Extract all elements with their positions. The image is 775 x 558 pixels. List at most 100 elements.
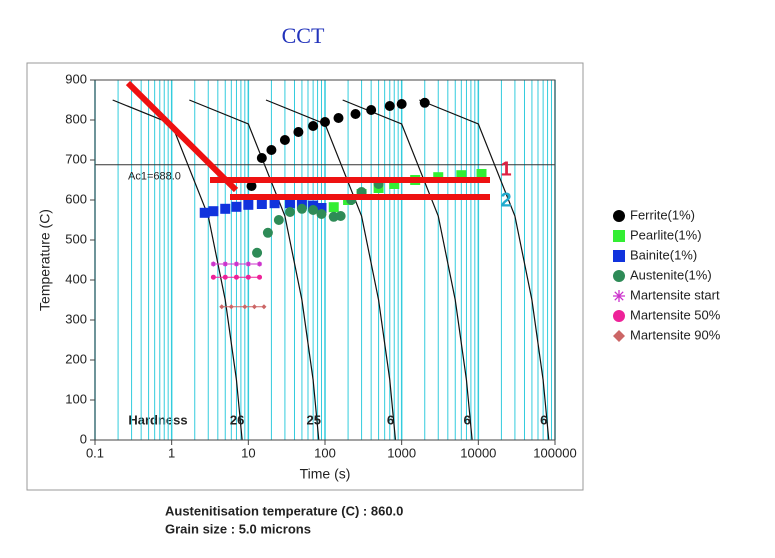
cooling-curve [342, 99, 473, 441]
y-tick-label: 800 [65, 111, 87, 126]
data-point [245, 274, 251, 280]
legend-marker [613, 330, 625, 342]
data-point [257, 261, 263, 267]
annotation-line [125, 80, 239, 193]
annotation-text: 1 [500, 158, 511, 180]
data-point [228, 304, 234, 310]
data-point [243, 199, 254, 210]
y-tick-label: 700 [65, 151, 87, 166]
hardness-value: 26 [230, 412, 244, 427]
data-point [252, 247, 263, 258]
x-tick-label: 10000 [460, 445, 496, 460]
data-point [251, 304, 257, 310]
data-point [456, 170, 467, 181]
y-tick-label: 600 [65, 191, 87, 206]
legend-marker [613, 250, 625, 262]
data-point [279, 135, 290, 145]
x-tick-label: 1000 [387, 445, 416, 460]
data-point [261, 304, 267, 310]
data-point [285, 207, 296, 217]
data-point [242, 304, 248, 310]
cooling-curve [189, 99, 320, 441]
data-point [262, 227, 273, 238]
hardness-value: 6 [387, 412, 394, 427]
data-point [384, 101, 395, 111]
x-tick-label: 10 [241, 445, 255, 460]
plot-area: 0.1 1 10 100 1000 10000 100000 0 100 200 300 400 500… [65, 71, 576, 460]
x-tick-label: 1 [168, 445, 175, 460]
legend-label: Martensite 90% [630, 327, 721, 342]
footer-text: Austenitisation temperature (C) : 860.0 [165, 503, 403, 518]
data-point [208, 206, 219, 217]
x-tick-label: 100 [314, 445, 336, 460]
data-point [316, 209, 327, 219]
hardness-value: 6 [464, 412, 471, 427]
y-axis-label: Temperature (C) [37, 209, 53, 311]
data-point [231, 201, 242, 212]
data-point [308, 205, 319, 215]
data-point [320, 117, 330, 127]
data-point [328, 202, 339, 213]
legend-label: Martensite 50% [630, 307, 721, 322]
hardness-value: 6 [540, 412, 547, 427]
y-tick-label: 100 [65, 391, 87, 406]
plot-border [94, 79, 556, 441]
legend-label: Martensite start [630, 287, 720, 302]
chart-title: CCT [282, 23, 325, 48]
data-point [222, 261, 228, 267]
data-point [308, 121, 319, 131]
x-axis-label: Time (s) [300, 466, 351, 482]
footer-text: Grain size : 5.0 microns [165, 521, 311, 536]
legend-label: Bainite(1%) [630, 247, 697, 262]
chart-frame [26, 62, 584, 491]
data-point [285, 198, 296, 209]
data-point [210, 261, 216, 267]
data-point [245, 261, 251, 267]
y-tick-label: 300 [65, 311, 87, 326]
data-point [296, 203, 307, 214]
cooling-curve [419, 99, 550, 441]
data-point [246, 181, 257, 191]
legend-label: Austenite(1%) [630, 267, 712, 282]
x-tick-label: 0.1 [86, 445, 104, 460]
data-point [222, 274, 228, 280]
legend-marker [613, 270, 625, 282]
y-tick-label: 400 [65, 271, 87, 286]
data-point [199, 207, 210, 218]
legend-label: Ferrite(1%) [630, 207, 695, 222]
y-tick-label: 900 [65, 71, 87, 86]
x-tick-label: 100000 [533, 445, 576, 460]
ac1-label: Ac1=688.0 [128, 171, 181, 183]
data-point [366, 105, 377, 115]
data-point [350, 109, 361, 119]
y-tick-label: 200 [65, 351, 87, 366]
y-tick-label: 0 [80, 431, 87, 446]
data-point [396, 99, 407, 109]
data-point [233, 261, 239, 267]
y-tick-label: 500 [65, 231, 87, 246]
data-point [389, 179, 400, 189]
data-point [233, 274, 239, 280]
legend-marker [613, 290, 625, 302]
data-point [257, 274, 263, 280]
data-point [333, 113, 344, 123]
data-point [335, 211, 346, 221]
data-point [273, 215, 284, 225]
data-point [419, 97, 430, 108]
data-point [210, 274, 216, 280]
data-point [476, 169, 487, 179]
data-point [256, 153, 267, 163]
annotation-text: 2 [500, 189, 511, 211]
cooling-curve [265, 99, 397, 441]
data-point [293, 127, 304, 137]
legend-marker [613, 230, 625, 242]
data-point [266, 145, 277, 155]
hardness-value: 25 [307, 412, 321, 427]
data-point [269, 198, 280, 209]
data-point [220, 203, 231, 214]
data-point [256, 199, 267, 209]
legend-marker [613, 210, 625, 222]
hardness-label: Hardness [128, 412, 187, 427]
data-point [219, 304, 225, 310]
